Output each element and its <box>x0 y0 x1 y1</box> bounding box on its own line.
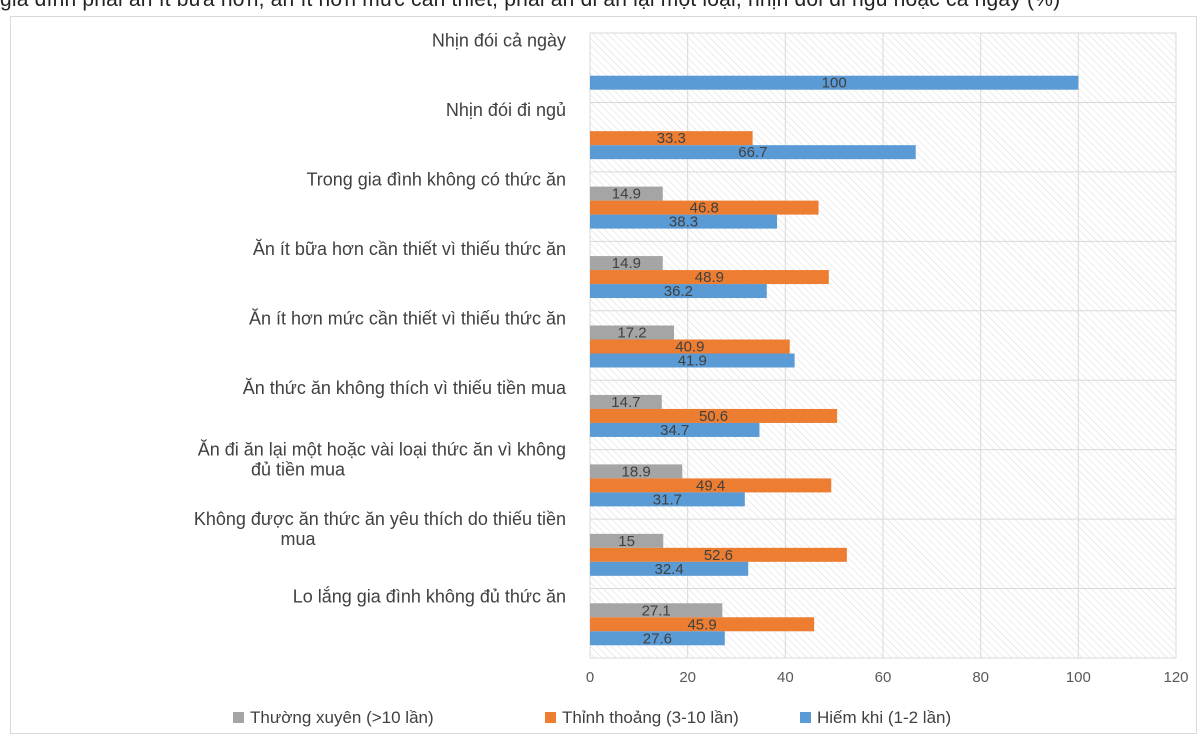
category-labels: Nhịn đói cả ngày Nhịn đói đi ngủ Trong gia… <box>194 31 567 607</box>
data-label: 32.4 <box>655 561 684 578</box>
data-label: 34.7 <box>660 422 689 439</box>
bar <box>590 547 847 562</box>
bar <box>590 145 916 160</box>
data-label: 66.7 <box>738 144 767 161</box>
bar <box>590 478 832 493</box>
category-label: Ăn ít bữa hơn cần thiết vì thiếu thức ăn <box>253 239 566 259</box>
x-tick-label: 20 <box>679 669 696 686</box>
bar <box>590 284 767 299</box>
bar <box>590 186 663 201</box>
category-label-cont: đủ tiền mua <box>251 459 346 479</box>
data-label: 15 <box>618 533 635 550</box>
bar <box>590 631 725 646</box>
legend-swatch <box>800 712 811 723</box>
data-label: 18.9 <box>622 463 651 480</box>
legend-label: Thỉnh thoảng (3-10 lần) <box>562 708 739 727</box>
bar <box>590 353 795 368</box>
data-label: 46.8 <box>690 200 719 217</box>
data-label: 14.9 <box>612 186 641 203</box>
category-label-cont: mua <box>280 529 316 549</box>
data-label: 27.1 <box>642 602 671 619</box>
bar <box>590 200 819 215</box>
x-tick-label: 60 <box>875 669 892 686</box>
bar <box>590 256 663 271</box>
data-label: 100 <box>822 75 847 92</box>
category-label: Ăn thức ăn không thích vì thiếu tiền mua <box>243 378 567 398</box>
x-axis-ticks: 0 20 40 60 80 100 120 <box>586 669 1189 686</box>
bar <box>590 325 674 340</box>
data-label: 33.3 <box>657 130 686 147</box>
bar <box>590 422 760 437</box>
category-label: Ăn đi ăn lại một hoặc vài loại thức ăn v… <box>198 439 566 459</box>
bars <box>590 75 1079 646</box>
data-label: 50.6 <box>699 408 728 425</box>
x-tick-label: 40 <box>777 669 794 686</box>
x-tick-label: 120 <box>1163 669 1188 686</box>
legend-label: Thường xuyên (>10 lần) <box>250 708 434 727</box>
legend-label: Hiếm khi (1-2 lần) <box>817 708 951 727</box>
category-label: Lo lắng gia đình không đủ thức ăn <box>293 585 566 606</box>
data-label: 45.9 <box>687 616 716 633</box>
caption-fragment: gia đình phải ăn ít bữa hơn, ăn ít hơn m… <box>0 0 1204 28</box>
data-label: 17.2 <box>617 325 646 342</box>
bar <box>590 492 745 507</box>
data-label: 41.9 <box>678 353 707 370</box>
bar <box>590 339 790 354</box>
data-label: 31.7 <box>653 491 682 508</box>
legend: Thường xuyên (>10 lần) Thỉnh thoảng (3-10… <box>233 708 951 727</box>
data-label: 48.9 <box>695 269 724 286</box>
chart-frame <box>10 16 1197 734</box>
x-tick-label: 0 <box>586 669 594 686</box>
legend-swatch <box>545 712 556 723</box>
caption-text: gia đình phải ăn ít bữa hơn, ăn ít hơn m… <box>0 0 1060 12</box>
category-label: Không được ăn thức ăn yêu thích do thiếu… <box>194 509 566 529</box>
x-tick-label: 100 <box>1066 669 1091 686</box>
bar <box>590 408 838 423</box>
bar <box>590 464 683 479</box>
data-label: 14.9 <box>612 255 641 272</box>
data-label: 49.4 <box>696 477 725 494</box>
category-label: Nhịn đói đi ngủ <box>446 100 566 120</box>
bar <box>590 214 778 229</box>
data-labels: 100 33.3 66.7 14.9 46.838.3 14.9 48.936.2 17.2 4… <box>611 75 846 648</box>
data-label: 14.7 <box>611 394 640 411</box>
bar <box>590 270 829 285</box>
bar <box>590 131 753 146</box>
x-tick-label: 80 <box>972 669 989 686</box>
bar <box>590 394 662 409</box>
category-label: Trong gia đình không có thức ăn <box>306 170 566 190</box>
data-label: 27.6 <box>643 630 672 647</box>
data-label: 36.2 <box>664 283 693 300</box>
category-label: Nhịn đói cả ngày <box>432 31 566 51</box>
bar <box>590 617 815 632</box>
bar <box>590 533 664 548</box>
bar <box>590 75 1079 90</box>
category-label: Ăn ít hơn mức cần thiết vì thiếu thức ăn <box>249 309 566 329</box>
data-label: 52.6 <box>704 547 733 564</box>
legend-swatch <box>233 712 244 723</box>
data-label: 40.9 <box>675 339 704 356</box>
bar <box>590 603 723 618</box>
bar <box>590 561 749 576</box>
data-label: 38.3 <box>669 214 698 231</box>
